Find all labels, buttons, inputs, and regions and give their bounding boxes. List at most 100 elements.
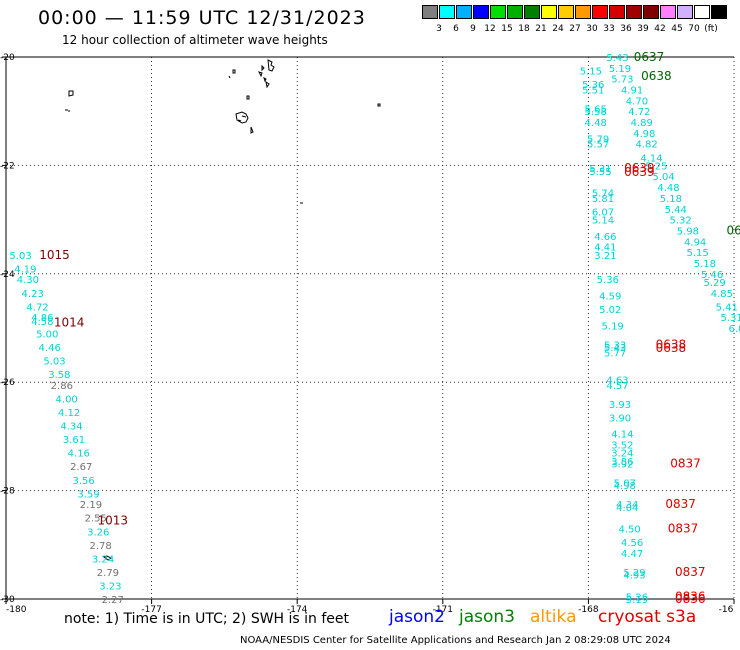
swh-value: 2.55 [85,514,107,525]
island-coastlines [65,59,381,561]
swh-value: 5.77 [604,348,626,359]
swh-value: 4.98 [633,129,655,140]
swh-value: 4.46 [39,343,61,354]
scale-label: 70 [688,24,700,34]
pass-time-label: 0639 [624,161,655,175]
satellite-altika: altika [530,607,577,627]
pass-time-label: 0837 [665,497,696,511]
footer-credit: NOAA/NESDIS Center for Satellite Applica… [240,635,671,646]
pass-time-label: 0638 [641,69,672,83]
swh-value: 5.18 [660,194,682,205]
swh-value: 4.85 [711,289,733,300]
swh-value: 4.48 [585,118,607,129]
scale-swatch [473,5,489,19]
scale-label: 36 [620,24,632,34]
swh-value: 5.51 [582,86,604,97]
axis-tick-labels: -20 -22 -24 -26 -28 -30-180 -177 -174 -171 -168 -1… [0,53,734,615]
scale-swatch [609,5,625,19]
swh-value: 4.19 [14,264,36,275]
swh-value: 5.03 [43,357,65,368]
pass-time-label: 0639 [624,165,655,179]
scale-swatch [643,5,659,19]
swh-value: 4.56 [621,538,643,549]
swh-value: 4.04 [616,503,638,514]
swh-value: 4.70 [626,96,648,107]
swh-value: 5.73 [611,75,633,86]
swh-value: 5.15 [686,248,708,259]
scale-swatch [626,5,642,19]
map-title: 00:00 — 11:59 UTC 12/31/2023 [38,7,366,29]
swh-value: 4.91 [621,86,643,97]
swh-value: 5.81 [592,194,614,205]
scale-swatch [507,5,523,19]
swh-value: 4.86 [31,313,53,324]
swh-value: 4.34 [616,500,638,511]
swh-value: 3.52 [611,441,633,452]
swh-value: 4.30 [17,275,39,286]
x-tick-label: -168 [578,605,599,615]
scale-label: 21 [535,24,547,34]
swh-value: 5.31 [589,164,611,175]
swh-value: 3.24 [611,449,633,460]
swh-value: 5.04 [652,172,674,183]
swh-value: 4.94 [684,237,706,248]
scale-label: 6 [453,24,459,34]
swh-value: 2.86 [51,381,73,392]
swh-value: 5.31 [720,313,740,324]
scale-swatch [422,5,438,19]
x-tick-label: -174 [287,605,308,615]
swh-value: 4.14 [611,430,633,441]
y-tick-label: -26 [0,378,15,388]
scale-label: 15 [501,24,513,34]
scale-swatch [592,5,608,19]
swh-value: 5.29 [623,568,645,579]
swh-value: 4.48 [657,183,679,194]
x-tick-label: -171 [433,605,453,615]
scale-swatch [575,5,591,19]
y-tick-label: -24 [0,270,15,280]
swh-value: 5.00 [36,329,58,340]
x-tick-label: -177 [141,605,161,615]
swh-value: 5.19 [609,64,631,75]
pass-time-label: 0836 [675,589,706,603]
pass-time-label: 1015 [39,248,70,262]
swh-value: 5.14 [592,216,614,227]
swh-value: 5.79 [587,134,609,145]
swh-value: 5.57 [587,140,609,151]
swh-value: 3.93 [609,400,631,411]
swh-value: 3.92 [611,460,633,471]
swh-value: 5.03 [9,251,31,262]
swh-value: 4.63 [606,375,628,386]
swh-value: 4.47 [621,549,643,560]
swh-value: 5.25 [645,161,667,172]
swh-value: 4.00 [56,394,78,405]
swh-value: 5.19 [626,595,648,606]
scale-label: 27 [569,24,581,34]
swh-value: 3.26 [87,527,109,538]
swh-value: 5.02 [599,305,621,316]
scale-swatch [660,5,676,19]
swh-value: 4.58 [31,317,53,328]
scale-label: 24 [552,24,564,34]
swh-value: 6.0 [728,324,740,335]
swh-value: 4.93 [623,571,645,582]
swh-value: 5.36 [597,275,619,286]
swh-value: 3.23 [99,581,121,592]
swh-value: 6.07 [592,207,614,218]
swh-value: 5.65 [585,104,607,115]
scale-label: 18 [518,24,530,34]
lat-lon-grid [2,56,735,604]
swh-value: 2.67 [70,462,92,473]
y-tick-label: -22 [0,161,15,171]
pass-time-label: 0837 [670,457,701,471]
pass-time-label: 0638 [656,341,687,355]
swh-value: 3.90 [609,413,631,424]
scale-label: 33 [603,24,615,34]
y-tick-label: -20 [0,53,15,63]
satellite-jason2: jason2 [389,607,445,627]
swh-value: 4.34 [60,422,82,433]
swh-value: 5.41 [716,302,738,313]
swh-value: 4.98 [614,481,636,492]
swh-value: 4.50 [619,525,641,536]
